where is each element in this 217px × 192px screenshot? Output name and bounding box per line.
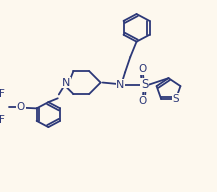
Text: F: F bbox=[0, 89, 5, 99]
Text: N: N bbox=[116, 80, 125, 90]
Text: F: F bbox=[0, 115, 5, 126]
Text: O: O bbox=[139, 64, 147, 74]
Text: S: S bbox=[141, 78, 148, 91]
Text: N: N bbox=[62, 78, 70, 88]
Text: S: S bbox=[173, 94, 179, 104]
Text: O: O bbox=[139, 96, 147, 106]
Text: O: O bbox=[17, 102, 25, 113]
